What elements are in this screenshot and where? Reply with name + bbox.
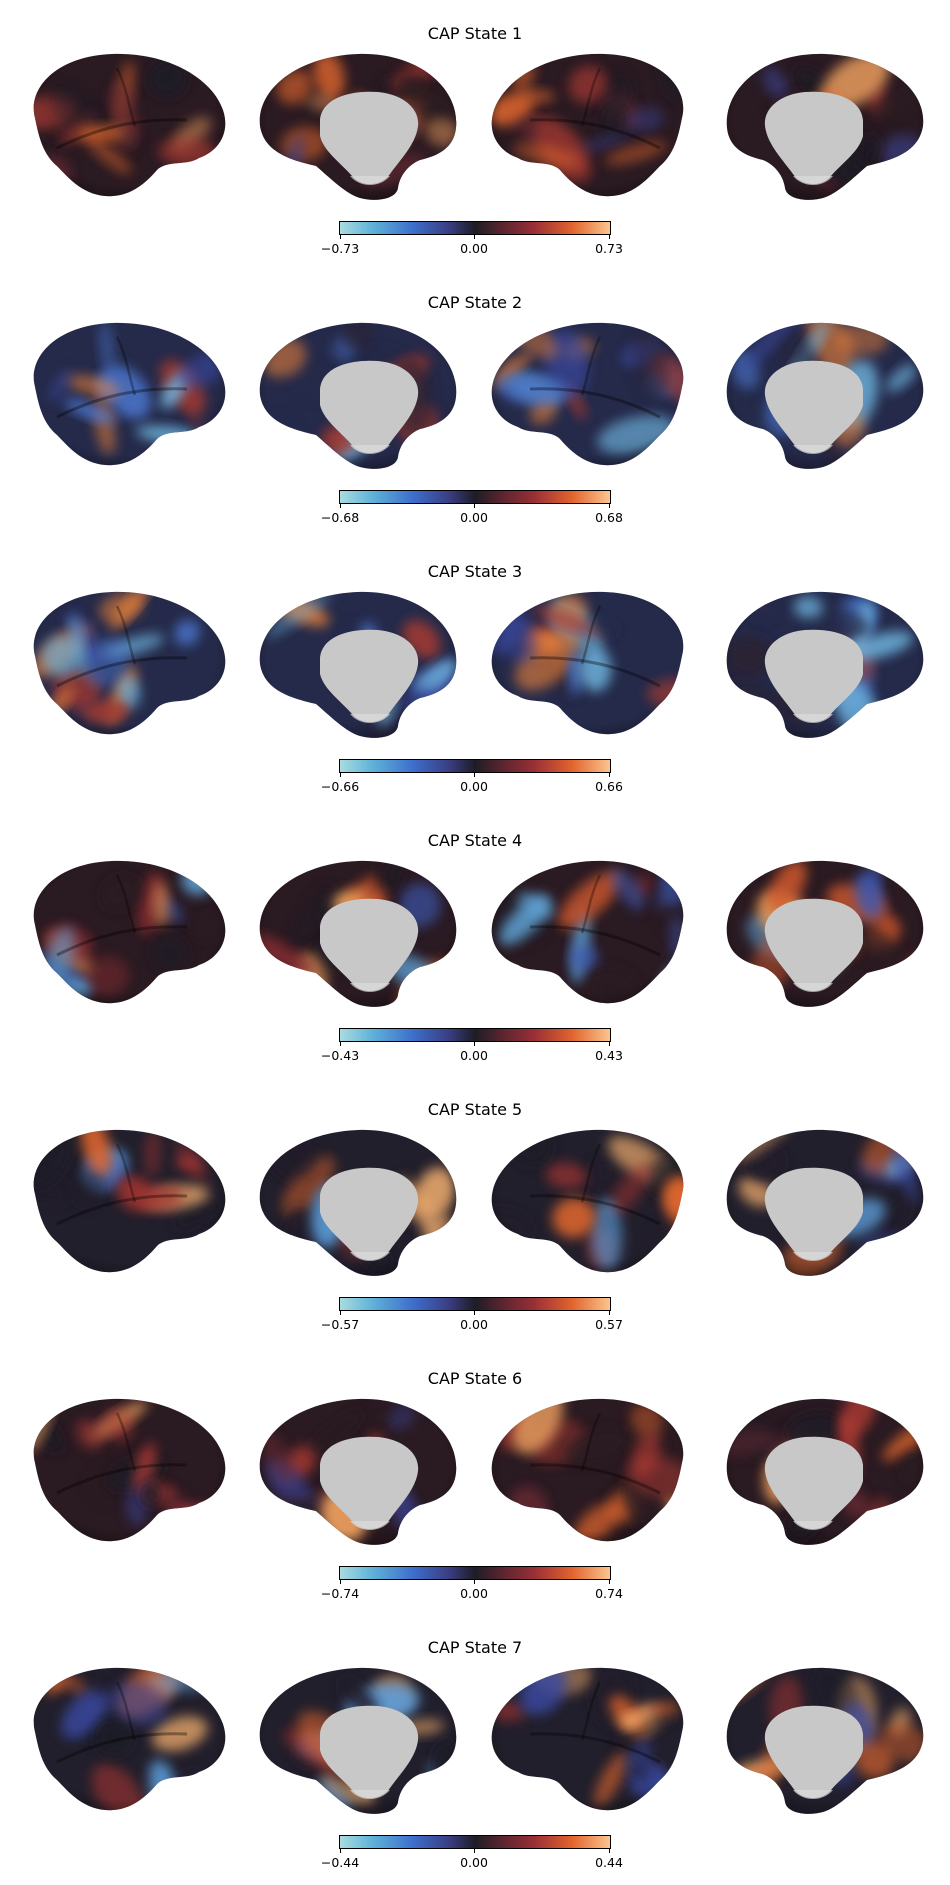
colorbar-tick-label: 0.66 <box>595 779 623 794</box>
colorbar-tick-label: 0.74 <box>595 1586 623 1601</box>
panel-title: CAP State 3 <box>427 562 523 581</box>
panel-title: CAP State 2 <box>427 293 523 312</box>
brain-surface-left-medial <box>250 1124 466 1282</box>
colorbar-tick <box>609 235 610 239</box>
colorbar-tick <box>474 773 475 777</box>
colorbar-tick <box>474 504 475 508</box>
brain-surface-right-medial <box>717 48 933 206</box>
colorbar-tick-label: 0.00 <box>460 510 488 525</box>
colorbar-tick <box>474 1042 475 1046</box>
brain-surface-right-lateral <box>484 1393 700 1551</box>
colorbar-tick-label: 0.00 <box>460 241 488 256</box>
colorbar <box>339 221 611 235</box>
brain-surface-left-medial <box>250 1662 466 1820</box>
brain-surface-right-medial <box>717 855 933 1013</box>
colorbar-tick-label: −0.66 <box>320 779 360 794</box>
colorbar-tick <box>340 1042 341 1046</box>
brain-surface-right-lateral <box>484 1662 700 1820</box>
colorbar-tick <box>340 1311 341 1315</box>
colorbar <box>339 1566 611 1580</box>
cap-state-panel: CAP State 1 <box>0 0 950 269</box>
colorbar-tick-label: −0.68 <box>320 510 360 525</box>
colorbar <box>339 1835 611 1849</box>
colorbar-tick-label: −0.74 <box>320 1586 360 1601</box>
colorbar <box>339 490 611 504</box>
colorbar-tick-label: 0.00 <box>460 779 488 794</box>
brain-surface-left-medial <box>250 586 466 744</box>
colorbar-tick <box>340 1849 341 1853</box>
cap-state-panel: CAP State 6 <box>0 1345 950 1614</box>
colorbar-tick-label: 0.73 <box>595 241 623 256</box>
panel-title: CAP State 4 <box>427 831 523 850</box>
colorbar-tick-label: 0.44 <box>595 1855 623 1870</box>
brain-surface-left-lateral <box>17 1393 233 1551</box>
panel-title: CAP State 6 <box>427 1369 523 1388</box>
brain-surface-left-lateral <box>17 586 233 744</box>
panel-title: CAP State 5 <box>427 1100 523 1119</box>
colorbar-tick <box>609 773 610 777</box>
brain-surface-left-lateral <box>17 855 233 1013</box>
colorbar-tick-label: 0.00 <box>460 1855 488 1870</box>
brain-surface-right-medial <box>717 586 933 744</box>
colorbar-tick <box>474 1580 475 1584</box>
colorbar-tick <box>340 235 341 239</box>
brain-surface-left-lateral <box>17 317 233 475</box>
colorbar-tick <box>609 504 610 508</box>
colorbar-tick-label: −0.57 <box>320 1317 360 1332</box>
colorbar-tick-label: −0.44 <box>320 1855 360 1870</box>
colorbar-tick <box>609 1580 610 1584</box>
colorbar-tick <box>474 235 475 239</box>
colorbar-tick <box>609 1849 610 1853</box>
panel-title: CAP State 7 <box>427 1638 523 1657</box>
colorbar-tick <box>340 504 341 508</box>
brain-surface-left-lateral <box>17 1124 233 1282</box>
cap-state-panel: CAP State 4 <box>0 807 950 1076</box>
colorbar-tick <box>609 1311 610 1315</box>
brain-surface-left-lateral <box>17 1662 233 1820</box>
brain-surface-left-medial <box>250 855 466 1013</box>
colorbar <box>339 759 611 773</box>
brain-surface-right-lateral <box>484 855 700 1013</box>
brain-surface-left-medial <box>250 317 466 475</box>
colorbar-tick-label: 0.57 <box>595 1317 623 1332</box>
cap-state-panel: CAP State 7 <box>0 1614 950 1883</box>
brain-surface-right-lateral <box>484 317 700 475</box>
panel-title: CAP State 1 <box>427 24 523 43</box>
brain-surface-right-medial <box>717 1124 933 1282</box>
cap-state-panel: CAP State 5 <box>0 1076 950 1345</box>
colorbar-tick-label: 0.00 <box>460 1586 488 1601</box>
colorbar-tick-label: −0.43 <box>320 1048 360 1063</box>
brain-surface-left-medial <box>250 1393 466 1551</box>
colorbar-tick <box>474 1311 475 1315</box>
brain-surface-left-medial <box>250 48 466 206</box>
brain-surface-left-lateral <box>17 48 233 206</box>
brain-surface-right-lateral <box>484 48 700 206</box>
cap-state-panel: CAP State 3 <box>0 538 950 807</box>
brain-surface-right-medial <box>717 317 933 475</box>
colorbar <box>339 1297 611 1311</box>
brain-surface-right-medial <box>717 1393 933 1551</box>
colorbar-tick <box>340 1580 341 1584</box>
brain-surface-right-lateral <box>484 586 700 744</box>
colorbar-tick-label: 0.00 <box>460 1048 488 1063</box>
cap-state-panel: CAP State 2 <box>0 269 950 538</box>
colorbar-tick-label: 0.43 <box>595 1048 623 1063</box>
colorbar-tick <box>340 773 341 777</box>
colorbar-tick-label: 0.68 <box>595 510 623 525</box>
colorbar-tick-label: −0.73 <box>320 241 360 256</box>
colorbar <box>339 1028 611 1042</box>
brain-surface-right-lateral <box>484 1124 700 1282</box>
colorbar-tick-label: 0.00 <box>460 1317 488 1332</box>
colorbar-tick <box>474 1849 475 1853</box>
brain-surface-right-medial <box>717 1662 933 1820</box>
colorbar-tick <box>609 1042 610 1046</box>
